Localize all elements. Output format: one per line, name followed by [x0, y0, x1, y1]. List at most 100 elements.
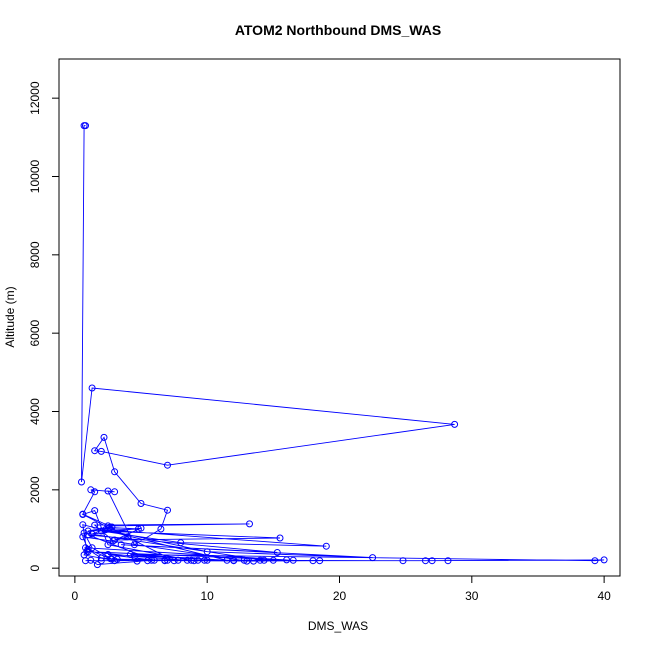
data-point [164, 506, 171, 514]
y-tick-label: 10000 [28, 159, 42, 193]
data-point [444, 557, 452, 565]
data-point [591, 557, 599, 565]
data-point [243, 557, 251, 565]
y-tick-label: 6000 [28, 319, 42, 346]
data-point [289, 556, 297, 564]
data-point [97, 447, 105, 455]
data-point [428, 557, 436, 565]
data-point [164, 556, 171, 564]
data-point [230, 556, 238, 564]
y-tick-label: 12000 [28, 81, 42, 115]
data-point [117, 541, 125, 549]
data-point [256, 556, 264, 564]
data-point [111, 468, 119, 476]
data-point [113, 555, 121, 563]
data-point [223, 556, 231, 564]
data-point [170, 557, 178, 565]
data-point [250, 557, 257, 565]
data-point [399, 557, 407, 565]
data-point [273, 549, 281, 556]
data-point [283, 556, 291, 564]
data-point [137, 524, 145, 532]
data-point [137, 500, 145, 507]
data-point [79, 521, 87, 529]
data-point [190, 557, 198, 565]
data-point [203, 556, 211, 564]
data-point [177, 539, 185, 547]
y-tick-label: 0 [28, 565, 42, 572]
x-axis-label: DMS_WAS [308, 619, 368, 633]
data-point [111, 488, 119, 496]
data-point [91, 488, 99, 496]
data-point [422, 557, 429, 565]
data-point [91, 507, 99, 515]
y-axis: 0 2000 4000 6000 8000 10000 12000 [28, 81, 60, 572]
data-point [126, 551, 134, 558]
data-point [369, 554, 377, 562]
data-point [309, 557, 317, 565]
data-point [91, 447, 99, 455]
data-point [150, 556, 158, 564]
x-tick-label: 0 [72, 589, 79, 603]
data-point [93, 561, 101, 569]
data-point [108, 555, 116, 563]
series-line [81, 125, 605, 566]
data-point [269, 556, 277, 564]
data-point [144, 557, 152, 565]
y-tick-label: 2000 [28, 476, 42, 503]
data-point [91, 521, 99, 529]
data-point [100, 433, 108, 441]
data-point [111, 536, 119, 544]
data-point [316, 557, 324, 565]
x-tick-label: 20 [333, 589, 347, 603]
data-point [600, 556, 608, 564]
data-point [109, 537, 117, 545]
data-point [108, 523, 116, 531]
data-point [97, 557, 105, 565]
x-tick-label: 10 [201, 589, 215, 603]
data-point [130, 541, 138, 549]
data-point [203, 548, 211, 556]
data-point [80, 529, 88, 537]
data-point [164, 461, 171, 469]
x-tick-label: 30 [465, 589, 479, 603]
data-point [174, 556, 182, 564]
data-point [82, 544, 89, 552]
data-point [451, 420, 459, 428]
data-point [88, 530, 96, 538]
chart-title: ATOM2 Northbound DMS_WAS [235, 22, 441, 38]
y-tick-label: 4000 [28, 398, 42, 425]
data-point [161, 556, 169, 564]
data-point [104, 487, 112, 495]
data-point [124, 533, 132, 541]
x-tick-label: 40 [597, 589, 611, 603]
data-point [276, 534, 284, 542]
data-point [201, 556, 208, 564]
data-point [101, 526, 109, 534]
data-point [88, 384, 96, 392]
y-tick-label: 8000 [28, 241, 42, 268]
data-point [97, 554, 105, 562]
series-layer [78, 122, 608, 569]
plot-frame [58, 58, 621, 577]
data-point [104, 541, 112, 549]
data-point [87, 486, 95, 494]
data-point [79, 511, 87, 518]
data-point [133, 557, 141, 565]
x-axis: 0 10 20 30 40 [72, 575, 611, 603]
data-point [97, 527, 105, 535]
y-axis-label: Altitude (m) [3, 286, 17, 347]
data-point [79, 533, 87, 541]
data-point [194, 556, 202, 564]
data-point [88, 544, 96, 552]
data-point [78, 478, 85, 486]
data-point [157, 525, 165, 533]
data-point [80, 122, 88, 130]
data-point [246, 520, 253, 528]
data-point [322, 542, 330, 550]
data-point [187, 556, 195, 564]
data-point [260, 556, 268, 564]
data-point [87, 556, 95, 564]
data-point [148, 556, 156, 564]
